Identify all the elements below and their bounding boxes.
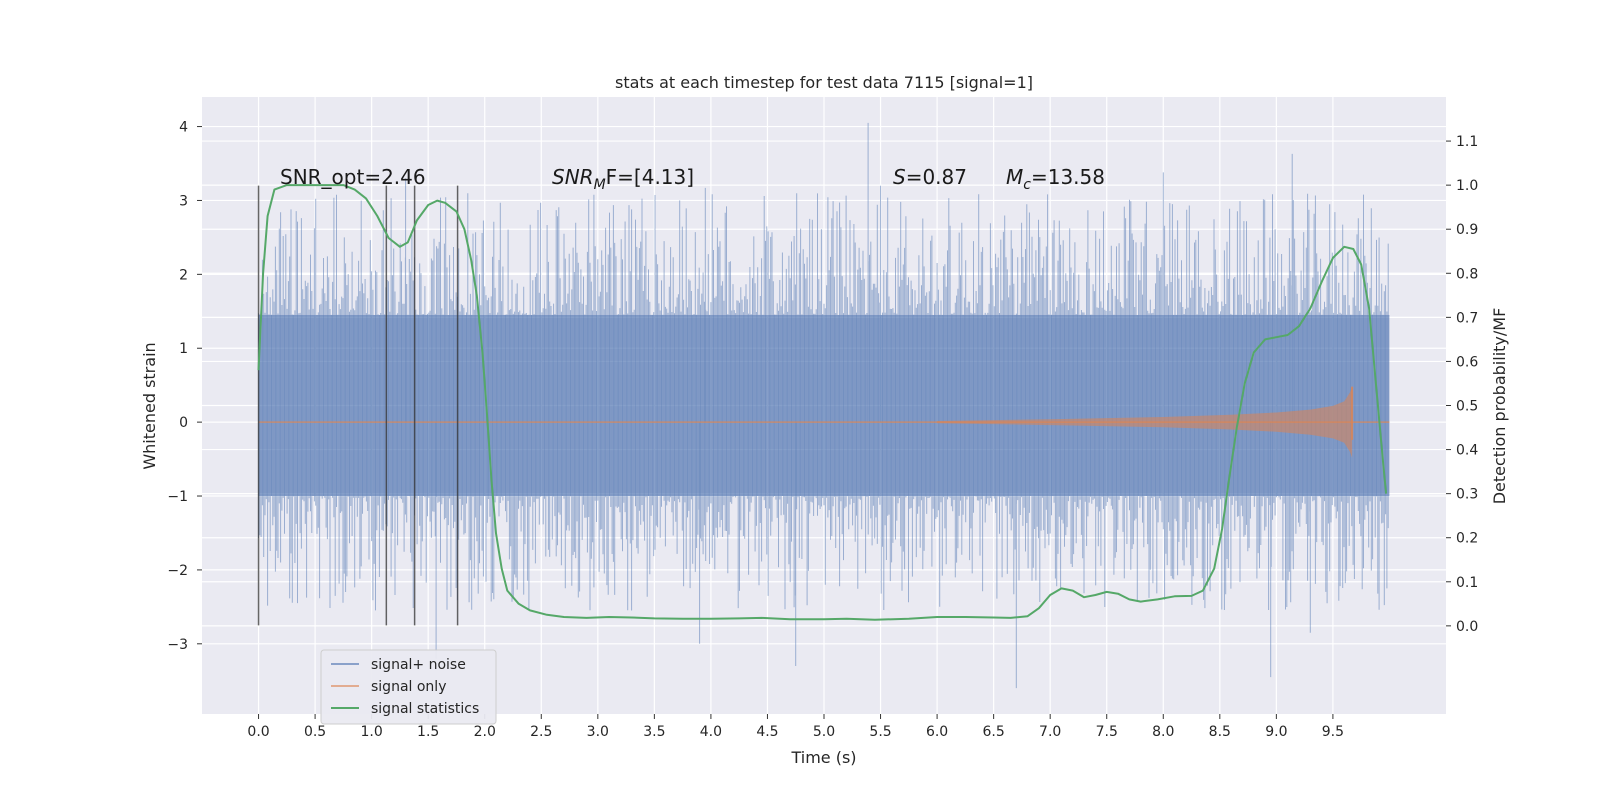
annotation-mc: Mc=13.58 xyxy=(1006,165,1105,193)
x-tick-label: 9.0 xyxy=(1265,724,1287,740)
signal-statistics-series xyxy=(257,184,1388,621)
noise-series xyxy=(258,122,1390,689)
y-right-tick-label: 0.7 xyxy=(1456,310,1478,326)
x-tick-label: 6.5 xyxy=(983,724,1005,740)
x-tick-label: 1.0 xyxy=(361,724,383,740)
y-right-tick-label: 0.0 xyxy=(1456,619,1478,635)
y-right-tick-label: 1.0 xyxy=(1456,178,1478,194)
legend: signal+ noise signal only signal statist… xyxy=(320,649,497,725)
y-right-tick-label: 0.4 xyxy=(1456,443,1478,459)
annotation-snr-opt: SNR_opt=2.46 xyxy=(280,165,426,189)
y-left-tick-label: 3 xyxy=(179,193,188,209)
x-tick-label: 8.0 xyxy=(1152,724,1174,740)
x-tick-label: 4.0 xyxy=(700,724,722,740)
x-tick-label: 1.5 xyxy=(417,724,439,740)
y-axis-label-right: Detection probability/MF xyxy=(1490,308,1509,505)
legend-box xyxy=(320,649,497,725)
x-tick-label: 4.5 xyxy=(756,724,778,740)
annotation-s: S=0.87 xyxy=(893,165,967,189)
y-left-tick-label: −1 xyxy=(167,489,188,505)
y-axis-label-left: Whitened strain xyxy=(140,342,159,469)
x-tick-label: 0.5 xyxy=(304,724,326,740)
x-tick-label: 0.0 xyxy=(247,724,269,740)
x-tick-label: 8.5 xyxy=(1209,724,1231,740)
y-left-tick-label: −2 xyxy=(167,563,188,579)
y-right-tick-label: 1.1 xyxy=(1456,134,1478,150)
y-right-tick-label: 0.6 xyxy=(1456,354,1478,370)
x-tick-label: 2.0 xyxy=(474,724,496,740)
signal-only-series xyxy=(258,386,1390,458)
x-tick-label: 9.5 xyxy=(1322,724,1344,740)
chart-title: stats at each timestep for test data 711… xyxy=(615,73,1033,92)
y-left-tick-label: −3 xyxy=(167,637,188,653)
signal-statistics-line xyxy=(257,184,1388,621)
tick-labels: 0.0 0.5 1.0 1.5 2.0 2.5 3.0 3.5 4.0 4.5 5.0 5.5 6.0 6… xyxy=(167,120,1478,740)
y-right-tick-label: 0.9 xyxy=(1456,222,1478,238)
y-left-tick-label: 1 xyxy=(179,341,188,357)
y-right-tick-label: 0.2 xyxy=(1456,531,1478,547)
y-right-tick-label: 0.3 xyxy=(1456,487,1478,503)
vertical-markers xyxy=(257,185,459,626)
x-tick-label: 2.5 xyxy=(530,724,552,740)
x-tick-label: 5.5 xyxy=(869,724,891,740)
legend-label-signal-only: signal only xyxy=(371,679,446,695)
x-tick-label: 3.5 xyxy=(643,724,665,740)
annotation-snr-mf: SNRMF=[4.13] xyxy=(552,165,694,193)
x-tick-label: 7.0 xyxy=(1039,724,1061,740)
legend-label-signal-noise: signal+ noise xyxy=(371,657,466,673)
x-tick-label: 5.0 xyxy=(813,724,835,740)
signal-only-chirp xyxy=(937,386,1353,458)
legend-label-signal-statistics: signal statistics xyxy=(371,701,479,717)
y-right-tick-label: 0.1 xyxy=(1456,575,1478,591)
y-left-tick-label: 0 xyxy=(179,415,188,431)
x-tick-label: 6.0 xyxy=(926,724,948,740)
y-right-tick-label: 0.5 xyxy=(1456,399,1478,415)
x-tick-label: 3.0 xyxy=(587,724,609,740)
y-right-tick-label: 0.8 xyxy=(1456,266,1478,282)
y-left-tick-label: 2 xyxy=(179,267,188,283)
x-tick-label: 7.5 xyxy=(1096,724,1118,740)
y-left-tick-label: 4 xyxy=(179,120,188,136)
x-axis-label: Time (s) xyxy=(790,748,856,767)
